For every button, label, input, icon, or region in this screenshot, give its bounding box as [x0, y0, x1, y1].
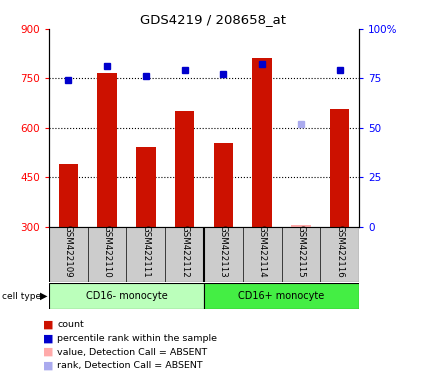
Bar [204, 283, 359, 309]
Text: value, Detection Call = ABSENT: value, Detection Call = ABSENT [57, 348, 208, 357]
Text: GSM422113: GSM422113 [219, 225, 228, 278]
Text: GSM422111: GSM422111 [142, 225, 150, 278]
Text: ■: ■ [42, 333, 53, 343]
Text: ■: ■ [42, 319, 53, 329]
Text: count: count [57, 320, 84, 329]
Bar [175, 111, 194, 227]
Text: GSM422116: GSM422116 [335, 225, 344, 278]
Bar [330, 109, 349, 227]
Text: ▶: ▶ [40, 291, 47, 301]
Text: cell type: cell type [2, 291, 41, 301]
Text: rank, Detection Call = ABSENT: rank, Detection Call = ABSENT [57, 361, 203, 371]
Text: GSM422115: GSM422115 [297, 225, 306, 278]
Text: ■: ■ [42, 361, 53, 371]
Text: GSM422110: GSM422110 [102, 225, 111, 278]
Bar [136, 147, 156, 227]
Text: GSM422109: GSM422109 [64, 225, 73, 278]
Text: ■: ■ [42, 347, 53, 357]
Bar [291, 225, 311, 227]
Text: GSM422112: GSM422112 [180, 225, 189, 278]
Text: percentile rank within the sample: percentile rank within the sample [57, 334, 217, 343]
Bar [49, 283, 204, 309]
Bar [214, 142, 233, 227]
Text: CD16+ monocyte: CD16+ monocyte [238, 291, 325, 301]
Text: GSM422114: GSM422114 [258, 225, 266, 278]
Bar [97, 73, 117, 227]
Bar [59, 164, 78, 227]
Text: GDS4219 / 208658_at: GDS4219 / 208658_at [139, 13, 286, 26]
Bar [252, 58, 272, 227]
Text: CD16- monocyte: CD16- monocyte [85, 291, 167, 301]
